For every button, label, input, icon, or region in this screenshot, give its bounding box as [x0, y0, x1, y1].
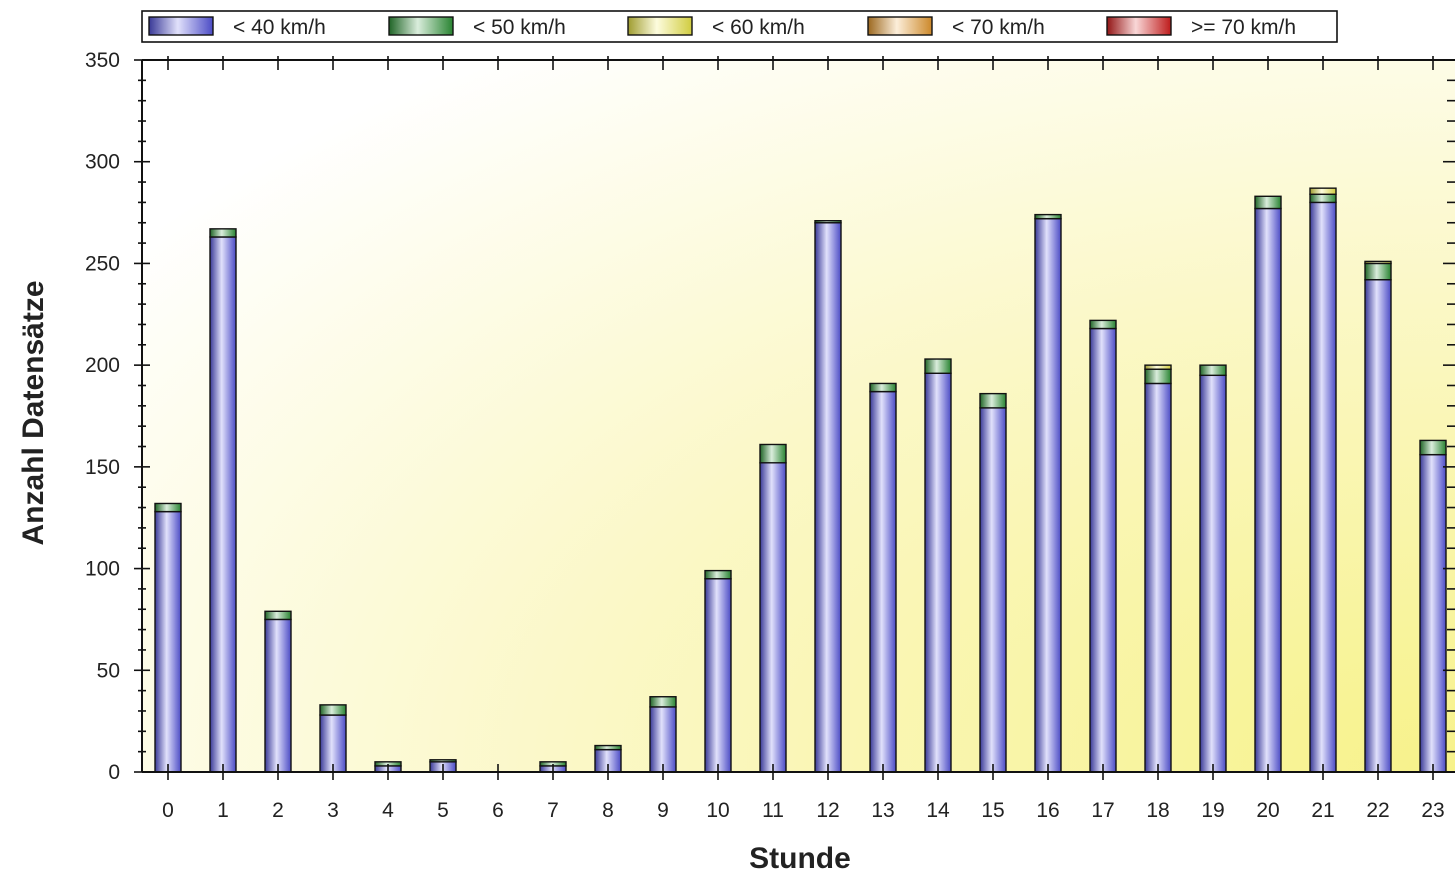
bar-segment-hour-21-series-0: [1309, 201, 1337, 773]
bar-segment-hour-2-series-0: [264, 618, 292, 773]
bar-segment-hour-9-series-0: [649, 706, 677, 773]
x-tick-label: 20: [1256, 799, 1279, 822]
legend-swatch-0: [148, 16, 214, 36]
x-tick-label: 7: [547, 799, 559, 822]
bar-segment-hour-3-series-1: [319, 704, 347, 716]
bar-segment-hour-0-series-1: [154, 502, 182, 513]
x-tick-label: 6: [492, 799, 504, 822]
y-tick-label: 150: [85, 456, 120, 479]
x-tick-label: 12: [816, 799, 839, 822]
bar-segment-hour-5-series-1: [429, 759, 457, 763]
x-tick-label: 21: [1311, 799, 1334, 822]
y-tick-label: 300: [85, 151, 120, 174]
bar-segment-hour-20-series-1: [1254, 195, 1282, 210]
bar-segment-hour-19-series-1: [1199, 364, 1227, 377]
bar-segment-hour-11-series-1: [759, 443, 787, 464]
bar-segment-hour-1-series-1: [209, 228, 237, 238]
x-tick-label: 2: [272, 799, 284, 822]
bar-segment-hour-3-series-0: [319, 714, 347, 773]
bar-segment-hour-13-series-1: [869, 382, 897, 393]
bar-segment-hour-23-series-1: [1419, 439, 1447, 456]
x-tick-label: 3: [327, 799, 339, 822]
bar-segment-hour-15-series-1: [979, 392, 1007, 409]
x-tick-label: 14: [926, 799, 950, 822]
x-tick-label: 1: [217, 799, 229, 822]
legend-swatch-3: [867, 16, 933, 36]
bar-segment-hour-2-series-1: [264, 610, 292, 621]
x-tick-label: 17: [1091, 799, 1114, 822]
legend-label-1: < 50 km/h: [473, 16, 566, 39]
legend: < 40 km/h < 50 km/h < 60 km/h < 70 km/h >= 7…: [141, 10, 1338, 43]
legend-label-4: >= 70 km/h: [1191, 16, 1296, 39]
legend-swatch-4: [1106, 16, 1172, 36]
x-tick-label: 10: [706, 799, 729, 822]
bar-segment-hour-18-series-0: [1144, 382, 1172, 773]
bar-segment-hour-10-series-0: [704, 578, 732, 773]
y-tick-label: 0: [108, 761, 120, 784]
legend-swatch-1: [388, 16, 454, 36]
legend-label-2: < 60 km/h: [712, 16, 805, 39]
bar-segment-hour-11-series-0: [759, 462, 787, 773]
bar-segment-hour-19-series-0: [1199, 374, 1227, 773]
legend-swatch-2: [627, 16, 693, 36]
x-tick-label: 23: [1421, 799, 1444, 822]
x-tick-label: 5: [437, 799, 449, 822]
x-tick-label: 9: [657, 799, 669, 822]
bar-segment-hour-15-series-0: [979, 407, 1007, 773]
bar-segment-hour-0-series-0: [154, 510, 182, 773]
x-tick-label: 13: [871, 799, 894, 822]
bar-segment-hour-21-series-2: [1309, 187, 1337, 195]
y-tick-label: 350: [85, 49, 120, 72]
y-tick-label: 100: [85, 558, 120, 581]
bar-segment-hour-17-series-1: [1089, 319, 1117, 330]
x-tick-label: 8: [602, 799, 614, 822]
bar-segment-hour-22-series-0: [1364, 279, 1392, 773]
x-tick-label: 11: [762, 799, 784, 822]
x-tick-label: 4: [382, 799, 394, 822]
bar-segment-hour-16-series-1: [1034, 213, 1062, 220]
y-axis-title: Anzahl Datensätze: [17, 280, 50, 545]
bar-segment-hour-18-series-2: [1144, 364, 1172, 370]
x-tick-label: 0: [162, 799, 174, 822]
legend-label-0: < 40 km/h: [233, 16, 326, 39]
x-tick-label: 16: [1036, 799, 1059, 822]
bar-segment-hour-18-series-1: [1144, 368, 1172, 385]
bar-segment-hour-14-series-1: [924, 358, 952, 374]
plot-area: [142, 60, 1455, 772]
bar-segment-hour-12-series-0: [814, 222, 842, 773]
x-tick-label: 22: [1366, 799, 1389, 822]
bar-segment-hour-17-series-0: [1089, 327, 1117, 773]
bar-segment-hour-9-series-1: [649, 696, 677, 708]
bar-segment-hour-23-series-0: [1419, 453, 1447, 773]
bar-segment-hour-21-series-1: [1309, 193, 1337, 204]
y-tick-label: 250: [85, 252, 120, 275]
bar-segment-hour-22-series-2: [1364, 260, 1392, 265]
bar-segment-hour-14-series-0: [924, 372, 952, 773]
y-tick-label: 50: [97, 659, 120, 682]
legend-label-3: < 70 km/h: [952, 16, 1045, 39]
bar-segment-hour-20-series-0: [1254, 207, 1282, 773]
x-tick-label: 19: [1201, 799, 1224, 822]
bar-segment-hour-10-series-1: [704, 569, 732, 580]
bar-segment-hour-12-series-1: [814, 220, 842, 224]
bar-segment-hour-13-series-0: [869, 390, 897, 773]
bar-segment-hour-22-series-1: [1364, 262, 1392, 281]
bar-segment-hour-16-series-0: [1034, 217, 1062, 773]
x-axis-title: Stunde: [749, 842, 851, 875]
bar-segment-hour-1-series-0: [209, 236, 237, 773]
x-tick-label: 18: [1146, 799, 1169, 822]
bar-segment-hour-8-series-1: [594, 744, 622, 751]
x-tick-label: 15: [981, 799, 1004, 822]
y-tick-label: 200: [85, 354, 120, 377]
